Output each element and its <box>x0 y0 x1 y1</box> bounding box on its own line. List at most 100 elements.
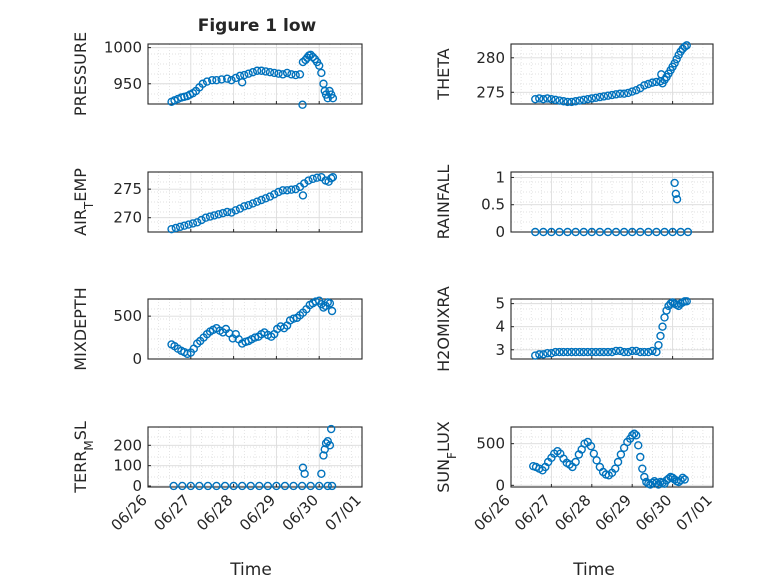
data-point <box>575 96 584 105</box>
data-point <box>660 227 669 237</box>
subplot-2: 275 280 THETA <box>434 41 714 107</box>
data-point <box>289 481 298 491</box>
data-point <box>312 173 322 182</box>
data-point <box>229 481 238 491</box>
data-point <box>632 86 641 95</box>
data-point <box>274 187 283 197</box>
data-point <box>654 480 663 489</box>
data-point <box>543 94 552 103</box>
subplot-8: 0 500 SUNFLUX <box>434 421 714 494</box>
data-point <box>287 185 296 194</box>
data-point <box>586 441 596 451</box>
data-point <box>563 347 572 357</box>
y-axis-label-part: THETA <box>434 48 453 100</box>
data-point <box>297 481 307 491</box>
data-point <box>547 349 556 358</box>
data-point <box>282 186 292 195</box>
data-point <box>326 174 336 183</box>
data-point <box>222 74 232 83</box>
data-point <box>202 77 212 86</box>
axes-box <box>147 298 363 360</box>
data-point <box>203 481 213 491</box>
data-point <box>607 347 617 357</box>
data-point <box>579 95 588 105</box>
data-point <box>327 306 337 316</box>
data-point <box>265 67 275 77</box>
data-point <box>599 92 609 101</box>
data-point <box>619 89 629 98</box>
data-point <box>595 227 605 237</box>
data-point <box>178 481 187 491</box>
data-point <box>547 227 556 237</box>
data-point <box>680 475 689 484</box>
data-point <box>186 481 196 491</box>
y-tick-label: 4 <box>495 318 505 336</box>
y-axis-label: THETA <box>434 48 453 100</box>
data-point <box>640 472 649 482</box>
data-point <box>326 424 336 434</box>
data-point <box>579 227 588 237</box>
data-point <box>320 445 329 454</box>
subplot-6: 3 4 5 H2OMIXRA <box>434 286 714 372</box>
data-point <box>571 227 580 237</box>
data-point <box>555 96 564 105</box>
y-axis-label-part: M <box>82 440 96 450</box>
data-point <box>252 197 262 206</box>
y-axis-label: H2OMIXRA <box>434 286 453 372</box>
data-point <box>648 346 657 356</box>
data-point <box>656 331 665 341</box>
data-point <box>304 176 313 185</box>
data-point <box>682 41 691 50</box>
data-point <box>320 86 329 96</box>
data-point <box>634 441 643 450</box>
y-tick-label: 500 <box>476 435 505 453</box>
data-point <box>672 54 681 64</box>
y-tick-label: 0 <box>495 476 505 494</box>
data-point <box>325 299 335 308</box>
data-point <box>652 478 661 488</box>
data-point <box>539 350 548 359</box>
y-axis-label-part: MIXDEPTH <box>71 287 90 370</box>
data-point <box>623 347 633 357</box>
data-point <box>323 481 332 491</box>
data-point <box>551 347 560 357</box>
data-point <box>644 79 653 89</box>
data-point <box>193 218 202 227</box>
y-axis-label-part: AIR <box>71 209 90 236</box>
data-point <box>291 184 300 194</box>
y-axis-label-part: T <box>82 201 96 210</box>
data-point <box>227 75 236 85</box>
y-axis-label: AIRTEMP <box>71 168 96 236</box>
data-point <box>244 69 253 78</box>
data-point <box>595 92 605 102</box>
data-point <box>184 220 193 229</box>
data-point <box>636 347 645 357</box>
data-point <box>278 70 288 79</box>
data-point <box>592 456 601 465</box>
data-point <box>231 206 240 215</box>
data-point <box>662 306 671 315</box>
data-point <box>220 481 230 491</box>
data-point <box>328 172 338 182</box>
figure-title: Figure 1 low <box>198 16 317 36</box>
y-axis-label: TERRMSL <box>71 421 96 494</box>
data-point <box>595 347 605 357</box>
data-point <box>599 347 609 357</box>
data-point <box>274 69 283 78</box>
data-point <box>628 227 637 237</box>
y-tick-label: 100 <box>113 457 142 475</box>
data-point <box>567 347 576 357</box>
data-point <box>291 70 300 80</box>
y-tick-label: 0.5 <box>481 196 505 214</box>
data-point <box>207 75 217 85</box>
data-point <box>263 481 273 491</box>
data-point <box>559 97 568 106</box>
data-point <box>308 174 317 184</box>
data-point <box>638 464 647 473</box>
data-point <box>671 189 681 199</box>
data-point <box>197 215 206 225</box>
subplot-3: 270 275 AIRTEMP <box>71 168 363 236</box>
data-point <box>615 89 625 98</box>
data-point <box>683 227 693 237</box>
data-point <box>198 79 207 88</box>
